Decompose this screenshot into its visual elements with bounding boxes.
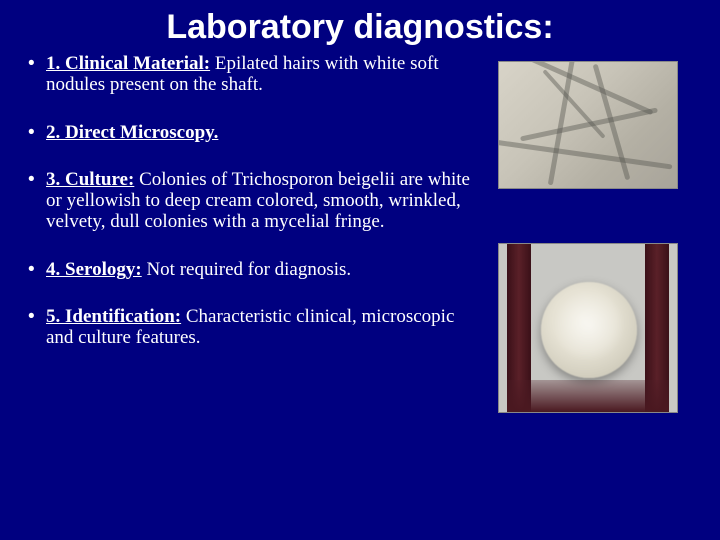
list-item-body: 1. Clinical Material: Epilated hairs wit… xyxy=(46,53,482,96)
list-item: • 2. Direct Microscopy. xyxy=(28,122,482,143)
bullet-icon: • xyxy=(28,122,46,143)
list-item-body: 5. Identification: Characteristic clinic… xyxy=(46,306,482,349)
list-item: • 4. Serology: Not required for diagnosi… xyxy=(28,259,482,280)
microscopy-image xyxy=(498,61,678,189)
list-item: • 3. Culture: Colonies of Trichosporon b… xyxy=(28,169,482,233)
culture-image xyxy=(498,243,678,413)
bullet-icon: • xyxy=(28,169,46,233)
image-column xyxy=(498,53,678,374)
bullet-list: • 1. Clinical Material: Epilated hairs w… xyxy=(28,53,498,374)
colony-shape xyxy=(541,282,637,378)
list-item-label: 4. Serology: xyxy=(46,259,142,280)
bullet-icon: • xyxy=(28,259,46,280)
list-item: • 5. Identification: Characteristic clin… xyxy=(28,306,482,349)
tube-bottom xyxy=(507,380,669,412)
bullet-icon: • xyxy=(28,306,46,349)
list-item-body: 3. Culture: Colonies of Trichosporon bei… xyxy=(46,169,482,233)
list-item-body: 2. Direct Microscopy. xyxy=(46,122,482,143)
list-item: • 1. Clinical Material: Epilated hairs w… xyxy=(28,53,482,96)
list-item-body: 4. Serology: Not required for diagnosis. xyxy=(46,259,482,280)
list-item-label: 5. Identification: xyxy=(46,306,181,327)
list-item-label: 2. Direct Microscopy. xyxy=(46,122,218,143)
content-row: • 1. Clinical Material: Epilated hairs w… xyxy=(0,53,720,374)
bullet-icon: • xyxy=(28,53,46,96)
page-title: Laboratory diagnostics: xyxy=(0,0,720,53)
list-item-label: 1. Clinical Material: xyxy=(46,53,210,74)
list-item-text: Not required for diagnosis. xyxy=(142,259,351,280)
list-item-label: 3. Culture: xyxy=(46,169,134,190)
